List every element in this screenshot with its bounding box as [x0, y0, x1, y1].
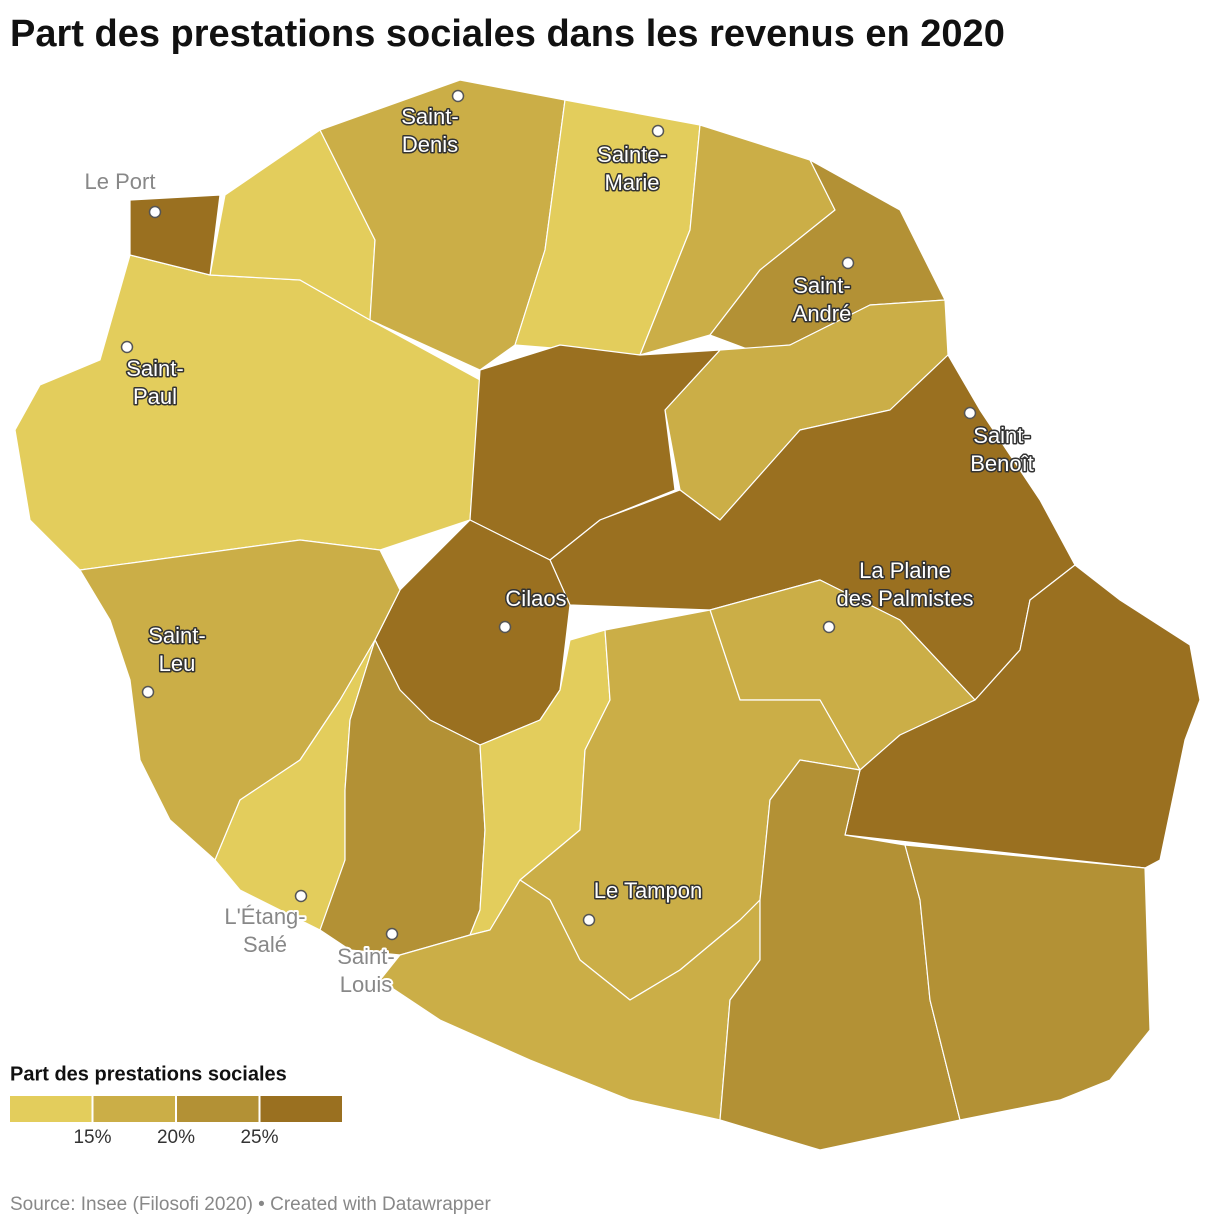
- legend-title: Part des prestations sociales: [10, 1063, 287, 1085]
- city-label: Sainte-Marie: [597, 142, 667, 195]
- city-label: Saint-Louis: [337, 944, 394, 997]
- city-label: Saint-Denis: [401, 104, 458, 157]
- city-dot: [141, 685, 155, 699]
- city-label: Cilaos: [505, 586, 566, 611]
- source: Source: Insee (Filosofi 2020) • Created …: [10, 1194, 491, 1215]
- legend-tick-label: 25%: [240, 1127, 278, 1148]
- legend-tick-label: 15%: [73, 1127, 111, 1148]
- city-dot: [385, 927, 399, 941]
- city-dot: [294, 889, 308, 903]
- legend-swatch: [260, 1096, 342, 1122]
- legend-swatch: [10, 1096, 92, 1122]
- region: [844, 564, 1201, 869]
- city-label: Le Port: [85, 169, 156, 194]
- city-label: Saint-André: [793, 273, 852, 326]
- legend-swatch: [177, 1096, 259, 1122]
- city-dot: [651, 124, 665, 138]
- legend-tick-label: 20%: [157, 1127, 195, 1148]
- regions: [14, 79, 1201, 1151]
- city-dot: [148, 205, 162, 219]
- city-label: Le Tampon: [594, 878, 702, 903]
- city-label: Saint-Paul: [126, 356, 183, 409]
- city-dot: [963, 406, 977, 420]
- city-label: L'Étang-Salé: [224, 904, 305, 957]
- city-label: Saint-Benoît: [970, 423, 1034, 476]
- city-dot: [451, 89, 465, 103]
- city-dot: [841, 256, 855, 270]
- city-dot: [822, 620, 836, 634]
- city-dot: [498, 620, 512, 634]
- city-dot: [582, 913, 596, 927]
- city-label: Saint-Leu: [148, 623, 205, 676]
- region: [904, 844, 1151, 1121]
- city-dot: [120, 340, 134, 354]
- cities: Saint-Denis Sainte-Marie Le Port Saint-Paul…: [83, 89, 1035, 999]
- legend: 15% 20% 25%: [10, 1096, 342, 1148]
- title: Part des prestations sociales dans les r…: [10, 13, 1005, 55]
- city-label: La Plaine des Palmistes: [837, 558, 974, 611]
- legend-swatch: [93, 1096, 175, 1122]
